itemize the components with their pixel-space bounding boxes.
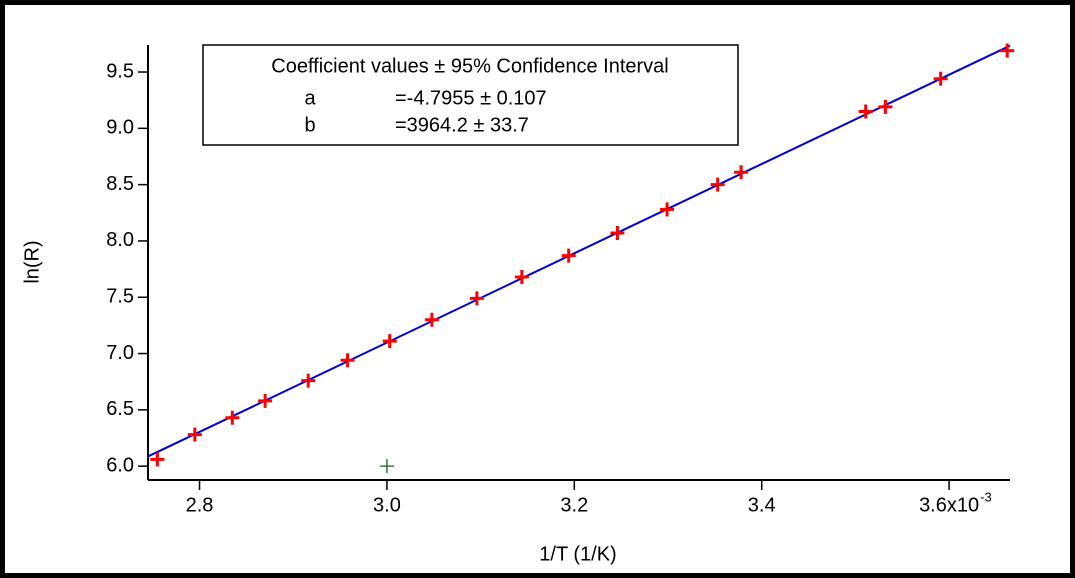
data-point — [382, 334, 397, 349]
annotation-key: b — [304, 114, 315, 136]
y-tick-label: 9.5 — [106, 60, 134, 82]
data-point — [424, 312, 439, 327]
data-point — [150, 452, 165, 467]
data-point — [379, 459, 394, 474]
x-tick-label: 3.0 — [373, 494, 401, 516]
y-tick-label: 8.0 — [106, 229, 134, 251]
data-point — [878, 99, 893, 114]
data-point — [710, 177, 725, 192]
data-point — [734, 165, 749, 180]
annotation-value: =3964.2 ± 33.7 — [395, 114, 529, 136]
data-point — [933, 71, 948, 86]
annotation-value: =-4.7955 ± 0.107 — [395, 87, 547, 109]
data-point — [1000, 43, 1015, 58]
y-tick-label: 6.5 — [106, 398, 134, 420]
data-point — [258, 393, 273, 408]
x-tick-label: 2.8 — [186, 494, 214, 516]
x-tick-label: 3.6x10 — [919, 494, 979, 516]
data-point — [469, 291, 484, 306]
data-point — [514, 269, 529, 284]
y-tick-label: 9.0 — [106, 117, 134, 139]
data-point — [660, 202, 675, 217]
data-point — [301, 373, 316, 388]
x-tick-label: 3.4 — [748, 494, 776, 516]
y-axis-label: ln(R) — [21, 240, 43, 283]
y-tick-label: 6.0 — [106, 454, 134, 476]
y-tick-label: 7.5 — [106, 286, 134, 308]
annotation-key: a — [304, 87, 316, 109]
data-point — [187, 427, 202, 442]
annotation-box — [202, 44, 739, 146]
x-axis-label: 1/T (1/K) — [539, 543, 616, 565]
annotation-title: Coefficient values ± 95% Confidence Inte… — [271, 55, 669, 77]
x-tick-label: 3.2 — [560, 494, 588, 516]
data-point — [561, 248, 576, 263]
data-point — [225, 410, 240, 425]
data-point — [858, 104, 873, 119]
data-point — [610, 226, 625, 241]
y-tick-label: 7.0 — [106, 342, 134, 364]
x-exponent: -3 — [980, 489, 992, 504]
data-point — [340, 353, 355, 368]
y-tick-label: 8.5 — [106, 173, 134, 195]
